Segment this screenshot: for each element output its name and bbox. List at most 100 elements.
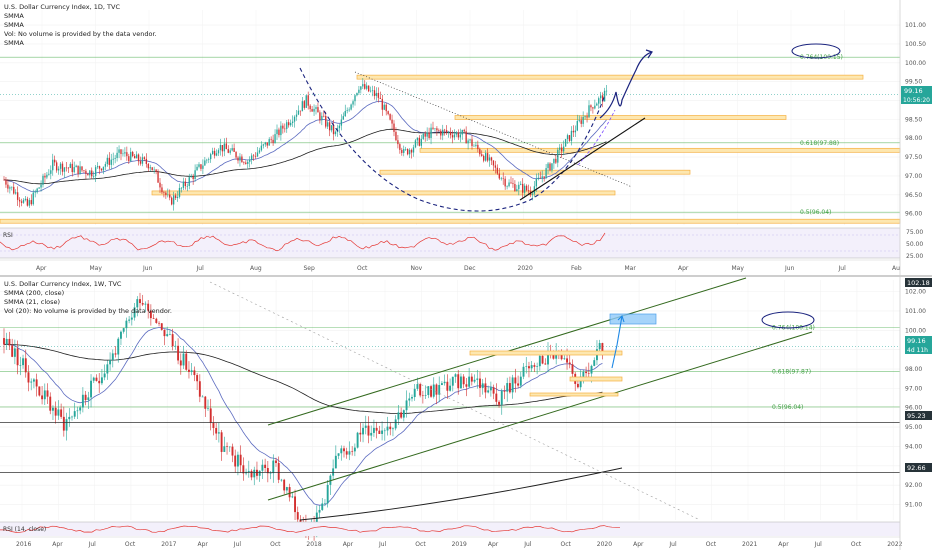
candle: [353, 447, 356, 452]
candle: [461, 129, 463, 135]
fib-label: 0.618(97.87): [772, 369, 811, 376]
candle: [220, 432, 223, 452]
candle: [22, 358, 24, 366]
time-tick-label: 2018: [306, 541, 321, 548]
candle: [484, 153, 487, 161]
price-tick-label: 96.50: [905, 192, 922, 199]
candle: [204, 396, 207, 409]
daily-chart-pane[interactable]: 0.764(100.15)0.618(97.88)0.5(96.04) U.S.…: [0, 0, 901, 225]
candle: [223, 446, 226, 452]
candle: [360, 86, 362, 90]
candle: [67, 167, 70, 169]
weekly-countdown: 4d 11h: [907, 347, 928, 354]
time-tick-label: Oct: [706, 541, 717, 548]
candle: [59, 163, 62, 169]
candle: [87, 397, 90, 401]
candle: [264, 464, 267, 469]
candle: [592, 107, 594, 109]
candle: [467, 140, 469, 144]
candle: [571, 364, 574, 374]
weekly-rsi-pane[interactable]: RSI (14, close): [0, 521, 900, 536]
candle: [305, 95, 307, 108]
candle: [340, 119, 343, 126]
candle: [13, 186, 15, 194]
candle: [27, 372, 30, 383]
weekly-price-axis[interactable]: 91.0092.0093.0094.0095.0096.0097.0098.00…: [905, 289, 926, 509]
candle: [435, 384, 438, 395]
candle: [18, 199, 21, 202]
candle: [215, 428, 218, 434]
candle: [186, 185, 188, 187]
candle: [68, 416, 71, 420]
candle: [20, 201, 23, 203]
candle: [559, 147, 561, 150]
time-tick-label: Apr: [343, 541, 354, 548]
candle: [475, 144, 477, 146]
candle: [420, 138, 422, 146]
daily-rsi-pane[interactable]: RSI 75.00 50.00 25.00: [0, 227, 923, 260]
candle: [344, 111, 346, 117]
candle: [430, 127, 432, 138]
candle: [330, 125, 333, 131]
candle: [144, 303, 147, 305]
time-tick-label: May: [90, 265, 103, 272]
candle: [132, 151, 134, 156]
candle: [143, 157, 146, 159]
projection-arrowhead: [645, 49, 653, 59]
daily-support-resistance-zones: [0, 74, 901, 224]
weekly-chart-pane[interactable]: 0.764(100.14)0.618(97.87)0.5(96.04) U.S.…: [0, 277, 900, 541]
candle: [280, 479, 283, 481]
price-zone: [454, 115, 787, 120]
candle: [84, 394, 87, 401]
candle: [498, 401, 500, 405]
price-tick-label: 95.00: [905, 424, 922, 431]
candle: [506, 383, 509, 392]
candle: [508, 383, 511, 393]
candle: [243, 162, 245, 163]
candle: [163, 329, 166, 337]
candle: [541, 355, 544, 364]
candle: [381, 98, 383, 110]
time-tick-label: Apr: [678, 265, 689, 272]
candle: [334, 455, 337, 469]
candle: [122, 328, 125, 332]
candle: [32, 192, 34, 205]
candle: [206, 159, 208, 161]
candle: [411, 397, 413, 399]
candle: [211, 150, 214, 155]
daily-ma-lines: [0, 94, 900, 192]
candle: [79, 166, 81, 174]
candle: [348, 109, 350, 111]
fib-label: 0.5(96.04): [800, 209, 831, 216]
candle: [428, 132, 430, 138]
time-tick-label: Mar: [625, 265, 637, 272]
weekly-time-axis: 2016 Apr Jul Oct 2017 Apr Jul Oct 2018 Apr Jul Oct 2…: [0, 536, 903, 548]
candle: [405, 400, 408, 411]
candle: [295, 114, 298, 117]
candle: [177, 345, 180, 361]
candle: [576, 120, 578, 131]
candle: [367, 85, 370, 92]
candle: [75, 165, 77, 168]
candle: [366, 85, 368, 89]
candle: [506, 186, 508, 187]
candle: [358, 89, 360, 93]
daily-price-axis[interactable]: 96.0096.5097.0097.5098.0098.5099.0099.50…: [905, 22, 926, 218]
candle: [83, 170, 85, 171]
candle: [225, 143, 227, 150]
candle: [3, 179, 5, 181]
candle: [145, 158, 148, 165]
candle: [104, 164, 107, 167]
time-tick-label: Jun: [784, 265, 795, 272]
weekly-level-badge-1: 95.23: [907, 412, 926, 420]
price-tick-label: 94.00: [905, 443, 922, 450]
candle: [114, 353, 117, 355]
price-tick-label: 96.00: [905, 405, 922, 412]
candle: [490, 157, 493, 161]
candle: [130, 317, 133, 320]
dotted-downtrend-line: [209, 281, 701, 521]
candle: [582, 116, 584, 124]
candle: [418, 137, 421, 146]
candle: [535, 178, 538, 187]
candle: [136, 299, 139, 308]
